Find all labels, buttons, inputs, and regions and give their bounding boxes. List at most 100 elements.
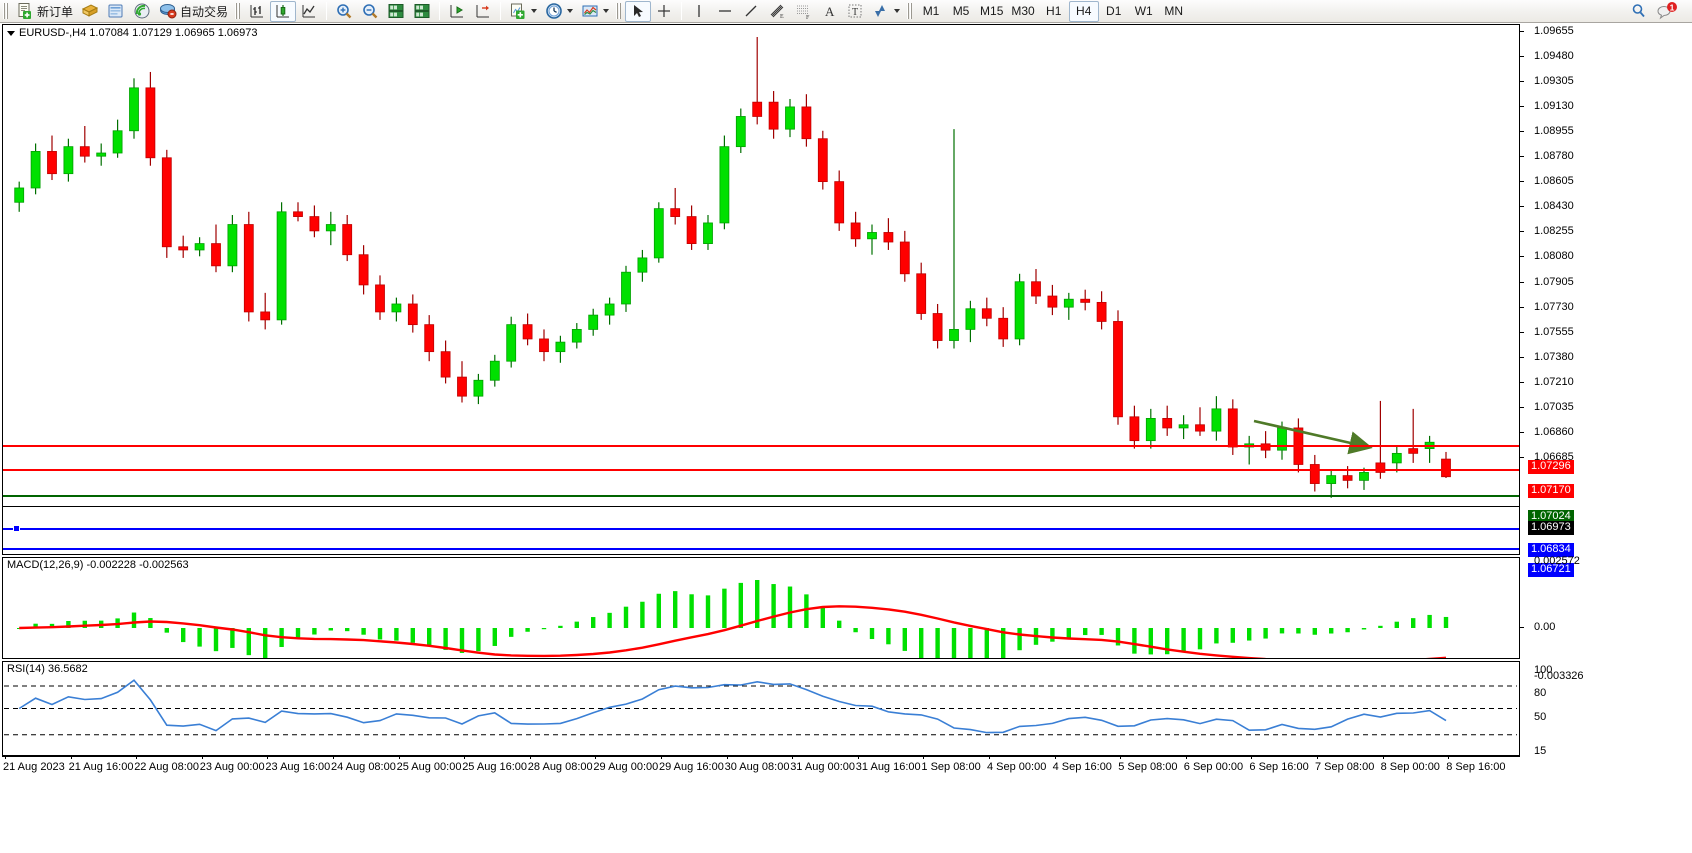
price-line-1-06834[interactable] — [3, 528, 1519, 530]
price-chart-panel[interactable]: EURUSD-,H4 1.07084 1.07129 1.06965 1.069… — [2, 24, 1520, 555]
macd-panel[interactable]: MACD(12,26,9) -0.002228 -0.002563 — [2, 557, 1520, 659]
search-button[interactable] — [1626, 1, 1652, 22]
terminal-button[interactable] — [77, 1, 103, 22]
chart-menu-caret-icon[interactable] — [7, 30, 15, 36]
notifications-button[interactable]: 1 — [1652, 1, 1682, 22]
price-scale[interactable]: 1.09655 1.09480 1.09305 1.09130 1.08955 1.087… — [1520, 23, 1692, 853]
templates-button[interactable] — [577, 1, 613, 22]
macd-histogram-bar — [410, 628, 415, 643]
timeframe-d1[interactable]: D1 — [1099, 1, 1129, 22]
fibonacci-button[interactable]: F — [790, 1, 816, 22]
price-tick-label: 1.08080 — [1534, 250, 1574, 263]
timeframe-h4[interactable]: H4 — [1068, 0, 1099, 22]
price-level-tag-1-07296[interactable]: 1.07296 — [1528, 460, 1574, 474]
candle-body — [703, 222, 713, 244]
text-button[interactable]: A — [816, 1, 842, 22]
bar-chart-button[interactable] — [244, 1, 270, 22]
price-tick-label: 1.07380 — [1534, 350, 1574, 363]
price-tick-label: 1.09480 — [1534, 50, 1574, 63]
time-axis-label: 21 Aug 2023 — [3, 761, 65, 773]
price-tick-label: 1.07730 — [1534, 300, 1574, 313]
toolbar-grip-3[interactable] — [615, 2, 622, 20]
candle-body — [522, 324, 533, 340]
toolbar-grip-2[interactable] — [234, 2, 241, 20]
timeframe-mn[interactable]: MN — [1159, 1, 1189, 22]
new-order-button[interactable]: 新订单 — [12, 1, 77, 22]
new-chart-button[interactable] — [505, 1, 541, 22]
price-level-tag-1-07170[interactable]: 1.07170 — [1528, 484, 1574, 498]
price-line-1-07024[interactable] — [3, 495, 1519, 497]
timeframe-m15[interactable]: M15 — [976, 1, 1007, 22]
candlestick-chart-button[interactable] — [270, 0, 297, 22]
price-line-1-06721[interactable] — [3, 548, 1519, 550]
equidistant-channel-button[interactable]: E — [764, 1, 790, 22]
arrows-button[interactable] — [868, 1, 904, 22]
horizontal-line-button[interactable] — [712, 1, 738, 22]
tile-windows-icon-2 — [413, 2, 431, 20]
time-axis-label: 25 Aug 00:00 — [396, 761, 462, 773]
chart-title: EURUSD-,H4 1.07084 1.07129 1.06965 1.069… — [19, 27, 258, 39]
macd-histogram-bar — [295, 628, 301, 639]
price-level-tag-1-06721[interactable]: 1.06721 — [1528, 563, 1574, 577]
price-line-1-07170[interactable] — [3, 469, 1519, 471]
candle-body — [358, 254, 369, 286]
toolbar-grip-4[interactable] — [906, 2, 913, 20]
time-axis[interactable]: 21 Aug 2023 21 Aug 16:00 22 Aug 08:00 23 Au… — [0, 756, 1692, 778]
vertical-line-button[interactable] — [686, 1, 712, 22]
timeframe-m1[interactable]: M1 — [916, 1, 946, 22]
chart-shift-button[interactable] — [444, 1, 470, 22]
price-tick-label: 1.08955 — [1534, 125, 1574, 138]
timeframe-m30[interactable]: M30 — [1007, 1, 1038, 22]
trendline-button[interactable] — [738, 1, 764, 22]
candle-body — [817, 138, 828, 183]
price-level-tag-1-07024[interactable]: 1.07024 — [1528, 510, 1574, 524]
arrows-dropdown-caret[interactable] — [894, 9, 901, 13]
macd-histogram-bar — [1263, 628, 1268, 639]
templates-dropdown-caret[interactable] — [603, 9, 610, 13]
time-axis-label: 23 Aug 00:00 — [199, 761, 265, 773]
timeframe-w1[interactable]: W1 — [1129, 1, 1159, 22]
price-level-tag-1-06834[interactable]: 1.06834 — [1528, 543, 1574, 557]
tile-windows-button-2[interactable] — [409, 1, 435, 22]
navigator-button[interactable] — [129, 1, 155, 22]
macd-histogram-bar — [673, 591, 678, 628]
toolbar-grip[interactable] — [2, 2, 9, 20]
timeframe-m5[interactable]: M5 — [946, 1, 976, 22]
price-level-tag-1-06973[interactable]: 1.06973 — [1528, 521, 1574, 535]
timeframe-h1[interactable]: H1 — [1039, 1, 1069, 22]
period-dropdown-caret[interactable] — [567, 9, 574, 13]
candle-body — [457, 376, 467, 397]
zoom-in-button[interactable] — [331, 1, 357, 22]
crosshair-button[interactable] — [651, 1, 677, 22]
cursor-button[interactable] — [625, 0, 652, 22]
chart-area[interactable]: EURUSD-,H4 1.07084 1.07129 1.06965 1.069… — [0, 23, 1692, 853]
time-axis-label: 28 Aug 08:00 — [527, 761, 593, 773]
candle-body — [1211, 408, 1222, 432]
macd-histogram-bar — [722, 588, 727, 628]
new-order-icon — [16, 2, 34, 20]
price-line-1-07296[interactable] — [3, 445, 1519, 447]
period-button[interactable] — [541, 1, 577, 22]
new-chart-dropdown-caret[interactable] — [531, 9, 538, 13]
autotrading-button[interactable]: 自动交易 — [155, 1, 232, 22]
price-line-handle[interactable] — [13, 525, 20, 532]
time-tick — [70, 756, 72, 759]
macd-histogram-bar — [509, 628, 514, 637]
rsi-panel[interactable]: RSI(14) 36.5682 — [2, 661, 1520, 756]
auto-scroll-button[interactable] — [470, 1, 496, 22]
line-chart-button[interactable] — [296, 1, 322, 22]
candle-body — [112, 130, 123, 154]
price-tick-mark — [1520, 356, 1524, 358]
search-icon — [1630, 2, 1648, 20]
price-line-1-06973[interactable] — [3, 506, 1519, 507]
zoom-out-button[interactable] — [357, 1, 383, 22]
price-tick-label: 1.09655 — [1534, 25, 1574, 37]
toolbar-separator-3 — [500, 2, 502, 20]
candle-body — [14, 187, 25, 203]
market-watch-button[interactable] — [103, 1, 129, 22]
candle-body — [867, 232, 877, 240]
price-tick-mark — [1520, 156, 1524, 158]
tile-windows-button[interactable] — [383, 1, 409, 22]
candle-body — [309, 216, 320, 232]
text-label-button[interactable]: T — [842, 1, 868, 22]
